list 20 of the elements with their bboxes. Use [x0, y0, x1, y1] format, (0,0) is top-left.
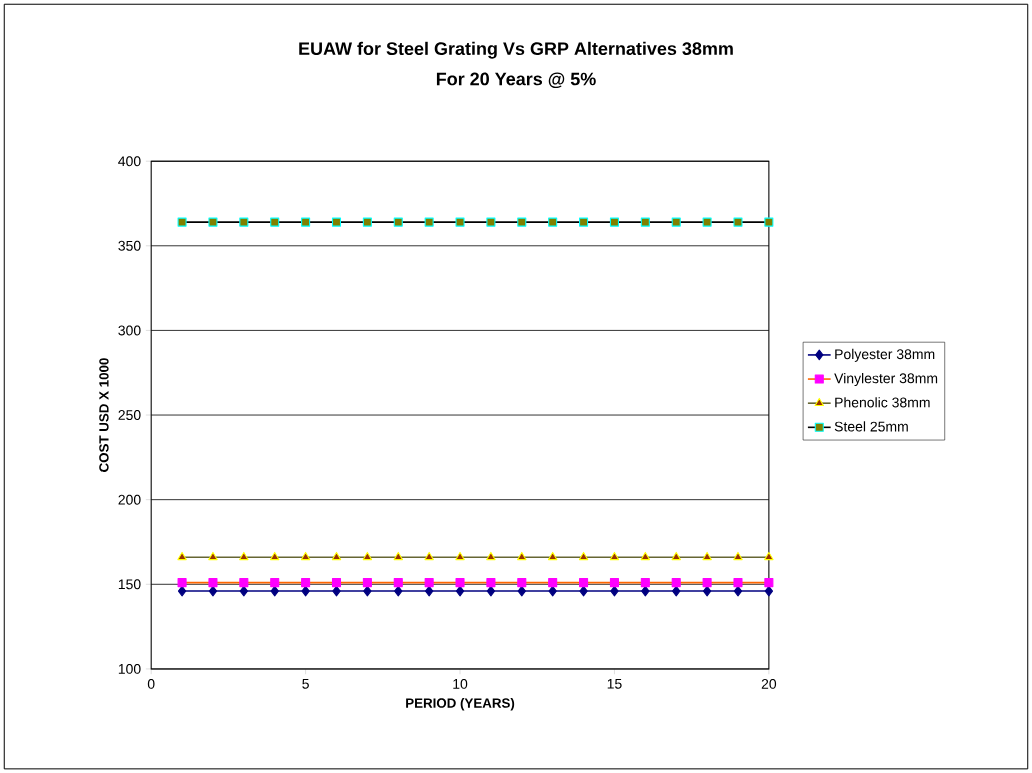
y-tick-label: 400 — [118, 156, 141, 167]
y-tick-label: 200 — [118, 494, 141, 505]
legend-label: Steel 25mm — [834, 421, 908, 432]
legend-label: Vinylester 38mm — [834, 372, 938, 386]
x-tick-label: 0 — [147, 678, 155, 689]
y-tick-label: 250 — [118, 410, 141, 420]
y-tick-label: 350 — [118, 240, 141, 251]
legend-label: Phenolic 38mm — [835, 397, 930, 408]
y-tick-label: 100 — [118, 663, 141, 674]
x-tick-label: 10 — [453, 678, 468, 689]
x-tick-label: 5 — [302, 678, 309, 689]
x-tick-label: 15 — [607, 678, 622, 689]
y-tick-label: 150 — [118, 579, 141, 590]
chart-subtitle: For 20 Years @ 5% — [436, 72, 596, 88]
x-tick-label: 20 — [761, 678, 777, 689]
legend-label: Polyester 38mm — [835, 348, 935, 362]
y-axis-title: COST USD X 1000 — [99, 358, 109, 472]
x-axis-title: PERIOD (YEARS) — [406, 697, 515, 711]
chart-title: EUAW for Steel Grating Vs GRP Alternatives 38mm — [299, 41, 733, 59]
y-tick-label: 300 — [118, 325, 141, 336]
